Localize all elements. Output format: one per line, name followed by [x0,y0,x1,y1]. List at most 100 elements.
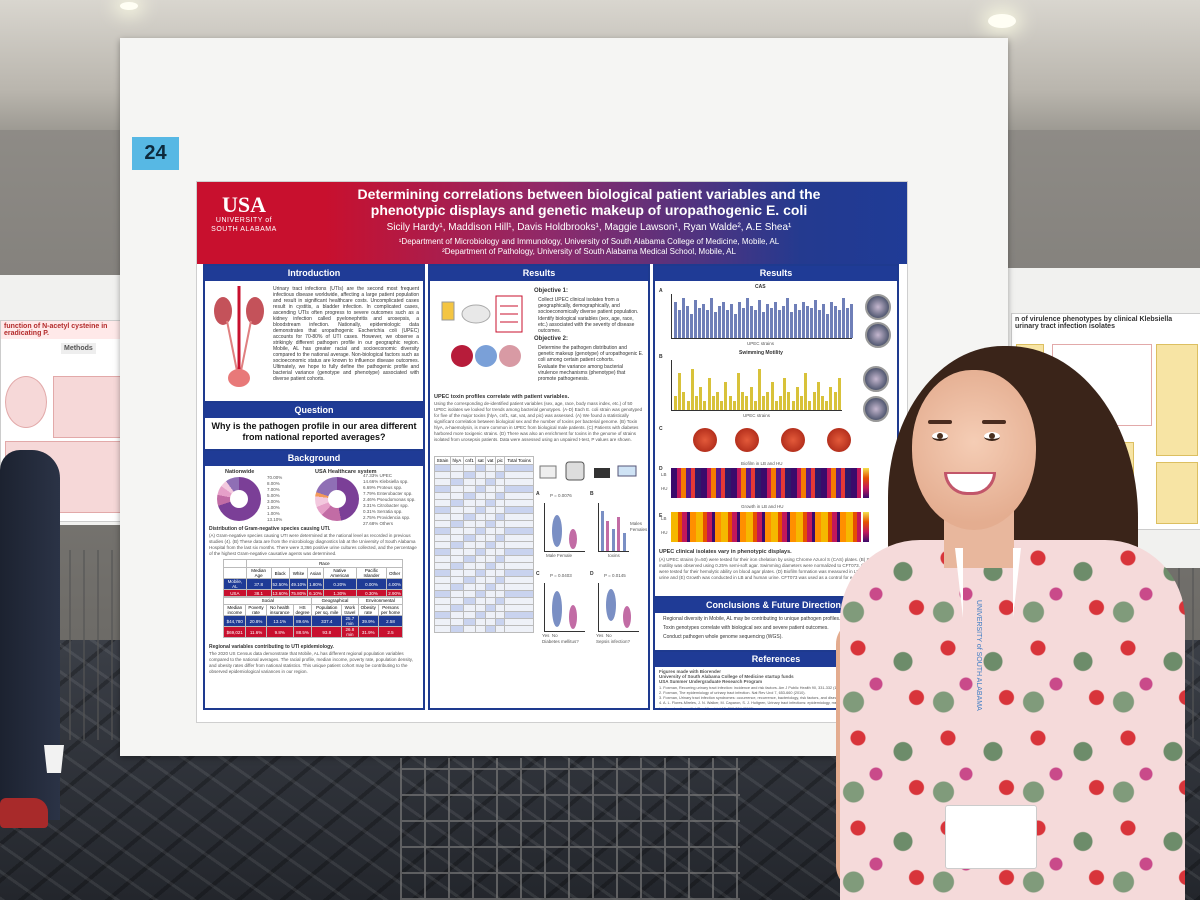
cas-bar [822,304,825,338]
table-cell [462,478,477,486]
table-cell [475,618,486,626]
reference-line: 2. Foxman, The epidemiology of urinary t… [659,691,806,695]
lanyard-text: UNIVERSITY of SOUTH ALABAMA [975,600,982,711]
swim-bar [745,396,749,410]
race-table-cell: 4.00% [386,578,403,590]
usa-legend-item: 27.68% Others [363,521,394,526]
table-cell [434,513,451,521]
table-cell [504,576,534,584]
table-row [434,562,534,570]
table-cell [494,541,506,549]
motility-plate-image [863,396,889,422]
table-row [434,590,534,598]
cas-label: CAS [755,284,766,290]
table-cell [504,562,534,570]
table-cell [504,492,534,500]
table-cell [494,492,506,500]
table-cell [450,485,464,493]
table-cell [462,541,477,549]
table-cell [485,583,496,591]
swim-bar [686,400,690,410]
table-row [434,618,534,626]
table-cell [450,625,464,633]
swim-bar [762,396,766,410]
table-cell [494,576,506,584]
nationwide-legend-item: 70.00% [267,475,283,480]
swim-bar [678,373,682,410]
table-cell [450,541,464,549]
table-cell [475,534,486,542]
nationwide-legend-item: 13.10% [267,517,283,522]
usa-legend-item: 14.66% Klebsiella spp. [363,479,409,484]
table-cell [462,611,477,619]
plot-a-axes [544,503,585,552]
social-column-header: Obesity rate [357,604,379,616]
table-cell [504,597,534,605]
table-cell [434,534,451,542]
biofilm-heatmap [671,468,861,498]
swim-bar [779,396,782,410]
cas-bar [682,298,685,338]
social-table-cell: 89.6% [292,615,313,627]
background-panel: Background Nationwide 70.00% 8.00% 7.00% 5.… [205,451,423,708]
social-table-cell: 39.9% [357,615,379,627]
plot-d-xlabel: Yes No Sepsis infection? [596,633,631,644]
cas-bar [754,310,757,338]
table-row [434,534,534,542]
left-poster-section: Methods [61,343,96,354]
table-cell [450,478,464,486]
reference-line: 1. Foxman, Recurring urinary tract infec… [659,686,846,690]
table-cell [462,597,477,605]
affiliation-1: ¹Department of Microbiology and Immunolo… [398,237,780,246]
plot-a-pvalue: P = 0.0076 [550,493,572,498]
table-cell [475,485,486,493]
cas-bar [758,300,761,338]
table-cell [494,520,506,528]
swim-bar [758,368,761,410]
swim-bar [695,396,698,410]
cas-plate-image [865,294,891,320]
growth-heatmap [671,512,861,542]
table-cell [434,569,451,577]
social-table: Social Geographical Environmental Median… [222,596,404,638]
social-header: Social [222,596,313,605]
cas-bar [782,306,785,338]
race-table-cell: 0.00% [355,578,388,590]
nationwide-legend-item: 1.00% [267,505,280,510]
reference-line: USA Summer Undergraduate Research Progra… [659,679,763,684]
cas-bar [706,310,709,338]
plot-a-xlabel: Male Female [546,553,573,558]
table-cell [450,492,464,500]
table-cell [434,492,451,500]
usa-legend-item: 2.46% Pseudomonas spp. [363,497,416,502]
affiliation-2: ²Department of Pathology, University of … [442,247,736,256]
table-row [434,499,534,507]
table-cell [485,464,496,472]
table-cell [462,562,477,570]
swim-bar [737,373,740,410]
cas-bar [838,310,841,338]
conclusions-heading: Conclusions & Future Directions [655,598,897,613]
table-row [434,478,534,486]
introduction-text: Urinary tract infections (UTIs) are the … [273,286,419,382]
table-row [434,597,534,605]
panel-d-letter: D [659,466,663,472]
table-cell [450,618,464,626]
right-eye [984,432,1000,441]
table-cell [485,604,496,612]
table-cell [475,492,486,500]
cas-bar [702,304,705,338]
blood-agar-plate [781,428,805,452]
swim-xlabel: UPEC strains [743,413,771,418]
swim-bar [787,391,791,410]
nationwide-legend: 70.00% 8.00% 7.00% 5.00% 3.00% 1.00% 1.00% 13.1… [267,475,307,523]
table-cell [475,471,486,479]
cas-bar [786,298,789,338]
table-cell [504,618,534,626]
cas-bar [698,308,701,338]
results-right-panel: Results A CAS UPEC strains B Swimming Mo… [655,266,897,596]
table-cell [504,520,534,528]
introduction-heading: Introduction [205,266,423,281]
objective-2-item: Determine the pathogen distribution and … [538,345,644,363]
biofilm-label: Biofilm in LB and HU [741,461,783,466]
